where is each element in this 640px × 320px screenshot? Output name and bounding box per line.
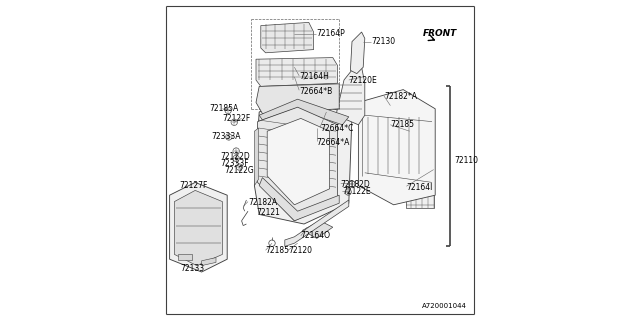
Text: 72182*A: 72182*A — [384, 92, 417, 100]
Text: 72185: 72185 — [390, 120, 415, 129]
Polygon shape — [178, 254, 192, 260]
Polygon shape — [268, 118, 330, 205]
Polygon shape — [336, 64, 365, 125]
Polygon shape — [254, 96, 352, 224]
Text: 72122E: 72122E — [342, 188, 371, 196]
Text: 72120: 72120 — [288, 246, 312, 255]
Polygon shape — [351, 32, 365, 74]
Polygon shape — [254, 128, 259, 186]
Text: 72164I: 72164I — [406, 183, 433, 192]
Polygon shape — [259, 178, 339, 221]
Polygon shape — [358, 90, 435, 205]
Text: 72333F: 72333F — [221, 159, 250, 168]
Text: 72164O: 72164O — [301, 231, 331, 240]
Text: 72185: 72185 — [266, 246, 290, 255]
Text: 72110: 72110 — [454, 156, 479, 164]
Text: 72122G: 72122G — [224, 166, 253, 175]
Text: 72164H: 72164H — [300, 72, 329, 81]
Polygon shape — [258, 107, 338, 221]
Polygon shape — [256, 58, 338, 86]
Text: 72664*C: 72664*C — [320, 124, 353, 132]
Text: A720001044: A720001044 — [422, 303, 467, 309]
Text: 72333A: 72333A — [211, 132, 241, 140]
Polygon shape — [202, 258, 216, 266]
Text: 72664*A: 72664*A — [317, 138, 350, 147]
Polygon shape — [302, 221, 333, 238]
Text: 72130: 72130 — [371, 37, 396, 46]
Polygon shape — [170, 182, 227, 272]
Polygon shape — [259, 99, 349, 125]
Text: 72122F: 72122F — [223, 114, 251, 123]
Text: 72164P: 72164P — [316, 29, 345, 38]
Text: 72122D: 72122D — [221, 152, 250, 161]
Text: 72133: 72133 — [181, 264, 205, 273]
Text: 72185A: 72185A — [210, 104, 239, 113]
Text: 72121: 72121 — [256, 208, 280, 217]
Polygon shape — [285, 200, 349, 246]
Text: 72664*B: 72664*B — [300, 87, 332, 96]
Text: 72120E: 72120E — [349, 76, 378, 84]
Polygon shape — [174, 190, 223, 266]
Text: 72127F: 72127F — [179, 181, 207, 190]
Polygon shape — [261, 22, 314, 53]
Polygon shape — [406, 131, 434, 208]
Text: 72182A: 72182A — [248, 198, 277, 207]
Polygon shape — [256, 84, 339, 114]
Text: FRONT: FRONT — [422, 29, 457, 38]
Text: 72182D: 72182D — [340, 180, 371, 188]
